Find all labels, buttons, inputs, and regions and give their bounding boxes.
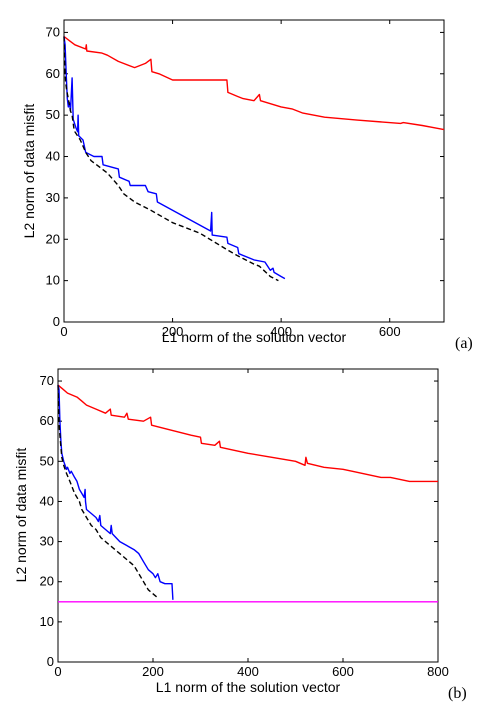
y-tick-label-a: 10	[46, 273, 60, 288]
y-tick-label-b: 70	[40, 373, 54, 388]
plot-frame-a	[63, 19, 445, 323]
y-tick-label-a: 40	[46, 149, 60, 164]
plot-area-a: 0 200 400 600 0 10 20 30 40 50 60 70	[46, 20, 445, 339]
y-axis-label-b: L2 norm of data misfit	[13, 448, 29, 583]
plot-area-b: 0 200 400 600 800 0 10 20 30 40 50 60 70	[40, 369, 449, 679]
series-line-red-b	[57, 384, 438, 483]
y-tick-label-b: 60	[40, 413, 54, 428]
series-line-black-a	[63, 36, 279, 282]
y-axis-label-a: L2 norm of data misfit	[21, 104, 37, 239]
y-tick-label-a: 20	[46, 231, 60, 246]
y-tick-label-a: 60	[46, 66, 60, 81]
x-tick-label-b: 400	[237, 664, 259, 679]
x-tick-label-a: 600	[379, 324, 401, 339]
panel-label-a: (a)	[455, 335, 473, 352]
panel-a: 0 200 400 600 0 10 20 30 40 50 60 70 L1 norm of the…	[21, 19, 473, 352]
x-tick-label-a: 0	[60, 324, 67, 339]
x-tick-label-b: 800	[427, 664, 449, 679]
y-tick-label-b: 30	[40, 534, 54, 549]
x-tick-label-b: 600	[332, 664, 354, 679]
y-tick-label-a: 70	[46, 24, 60, 39]
series-line-blue-a	[63, 36, 286, 280]
x-axis-label-a: L1 norm of the solution vector	[162, 329, 347, 345]
y-tick-label-b: 50	[40, 453, 54, 468]
plot-frame-b	[57, 368, 439, 663]
panel-label-b: (b)	[448, 685, 467, 702]
series-line-black-b	[57, 385, 159, 599]
x-tick-label-b: 0	[54, 664, 61, 679]
y-tick-label-a: 50	[46, 107, 60, 122]
y-tick-label-b: 10	[40, 614, 54, 629]
panel-b: 0 200 400 600 800 0 10 20 30 40 50 60 70 L1 norm of …	[13, 368, 467, 702]
x-tick-label-a: 200	[162, 324, 184, 339]
y-tick-label-a: 30	[46, 190, 60, 205]
y-tick-label-a: 0	[53, 314, 60, 329]
y-tick-label-b: 0	[47, 654, 54, 669]
y-tick-label-b: 40	[40, 493, 54, 508]
x-tick-label-a: 400	[270, 324, 292, 339]
series-line-red-a	[63, 35, 445, 131]
x-axis-label-b: L1 norm of the solution vector	[156, 679, 341, 695]
y-tick-label-b: 20	[40, 574, 54, 589]
series-line-blue-b	[57, 384, 174, 600]
x-tick-label-b: 200	[142, 664, 164, 679]
